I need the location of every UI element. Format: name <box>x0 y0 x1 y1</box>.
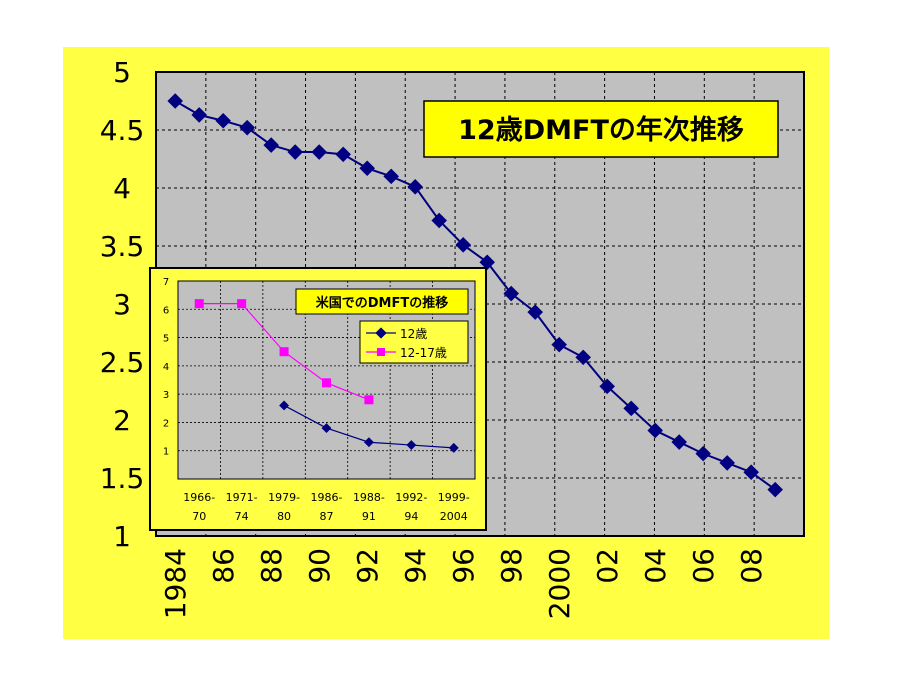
main-x-tick-label: 08 <box>735 548 768 584</box>
main-title: 12歳DMFTの年次推移 <box>458 114 744 146</box>
inset-x-tick-label: 94 <box>404 510 418 523</box>
legend-marker-12-17 <box>377 348 385 356</box>
inset-y-tick-label: 5 <box>163 334 169 345</box>
main-data-point <box>455 237 471 253</box>
inset-data-point <box>364 395 374 405</box>
main-x-tick-label: 98 <box>495 548 528 584</box>
inset-data-point <box>279 400 290 411</box>
inset-data-point <box>322 378 331 388</box>
inset-x-tick-label: 1971- <box>226 491 258 504</box>
inset-data-point <box>194 299 204 309</box>
inset-x-tick-label: 80 <box>277 510 291 523</box>
inset-legend: 12歳 12-17歳 <box>359 320 469 364</box>
main-x-tick-label: 94 <box>399 548 432 584</box>
main-y-tick-label: 3.5 <box>100 230 145 263</box>
main-y-tick-label: 3 <box>113 288 131 321</box>
inset-y-tick-label: 7 <box>163 277 169 288</box>
main-data-point <box>335 146 351 163</box>
inset-x-tick-label: 87 <box>320 510 334 523</box>
main-x-tick-label: 86 <box>207 548 240 584</box>
inset-data-point <box>279 347 289 357</box>
main-x-tick-label: 90 <box>303 548 336 584</box>
inset-title: 米国でのDMFTの推移 <box>316 295 448 311</box>
main-title-box: 12歳DMFTの年次推移 <box>423 100 779 158</box>
main-x-tick-label: 02 <box>591 548 624 584</box>
main-x-tick-label: 06 <box>687 548 720 584</box>
inset-x-tick-label: 91 <box>362 510 376 523</box>
inset-data-point <box>406 440 417 451</box>
inset-x-tick-label: 1966- <box>183 491 215 504</box>
inset-chart: 1 2 3 4 5 6 7 1966- 70 1971- 74 1979- 80 1986- 87 1988… <box>149 267 487 531</box>
main-y-tick-label: 1 <box>113 520 131 553</box>
inset-y-tick-label: 2 <box>163 418 169 429</box>
main-x-tick-label: 04 <box>639 548 672 584</box>
main-x-tick-label: 92 <box>351 548 384 584</box>
main-data-point <box>167 93 183 109</box>
inset-title-background <box>295 288 469 315</box>
main-data-point <box>263 137 279 153</box>
inset-data-point <box>237 299 247 309</box>
inset-x-tick-label: 1988- <box>353 491 385 504</box>
main-data-point <box>383 168 399 185</box>
main-data-point <box>431 212 447 229</box>
inset-data-point <box>363 437 374 448</box>
inset-title-box: 米国でのDMFTの推移 <box>295 288 469 315</box>
inset-x-tick-label: 1979- <box>268 491 300 504</box>
main-x-tick-label: 2000 <box>543 548 576 619</box>
inset-data-point <box>321 423 332 434</box>
main-data-point <box>407 179 423 195</box>
legend-marker-12 <box>375 327 387 339</box>
inset-x-tick-label: 2004 <box>440 510 468 523</box>
main-y-tick-label: 4.5 <box>100 114 145 147</box>
legend-label-12: 12歳 <box>400 327 427 341</box>
main-data-point <box>311 144 327 160</box>
inset-x-tick-label: 74 <box>235 510 249 523</box>
main-y-tick-label: 2 <box>113 404 131 437</box>
main-x-tick-label: 96 <box>447 548 480 584</box>
main-y-tick-label: 5 <box>113 56 131 89</box>
main-data-point <box>215 112 231 129</box>
inset-y-tick-label: 1 <box>163 447 169 458</box>
main-x-tick-label: 88 <box>255 548 288 584</box>
main-y-tick-labels: 5 4.5 4 3.5 3 2.5 2 1.5 1 <box>100 56 145 553</box>
main-y-tick-label: 4 <box>113 172 131 205</box>
main-y-tick-label: 1.5 <box>100 462 145 495</box>
inset-x-tick-labels: 1966- 70 1971- 74 1979- 80 1986- 87 1988- 91 1992-… <box>183 491 470 523</box>
inset-x-tick-label: 1992- <box>395 491 427 504</box>
main-title-background <box>423 100 779 158</box>
inset-x-tick-label: 1999- <box>438 491 470 504</box>
main-data-point <box>359 160 375 177</box>
inset-y-tick-label: 4 <box>163 362 169 373</box>
main-x-tick-label: 1984 <box>159 548 192 619</box>
main-y-tick-label: 2.5 <box>100 346 145 379</box>
main-data-point <box>191 107 207 123</box>
legend-label-12-17: 12-17歳 <box>400 346 447 360</box>
inset-y-tick-labels: 1 2 3 4 5 6 7 <box>163 277 169 458</box>
inset-x-tick-label: 70 <box>192 510 206 523</box>
main-data-point <box>287 144 303 160</box>
main-x-tick-labels: 1984 86 88 90 92 94 96 98 2000 02 04 06 08 <box>159 548 768 619</box>
inset-y-tick-label: 6 <box>163 305 169 316</box>
inset-series <box>194 299 459 453</box>
inset-data-point <box>448 442 459 453</box>
inset-y-tick-label: 3 <box>163 390 169 401</box>
inset-x-tick-label: 1986- <box>311 491 343 504</box>
